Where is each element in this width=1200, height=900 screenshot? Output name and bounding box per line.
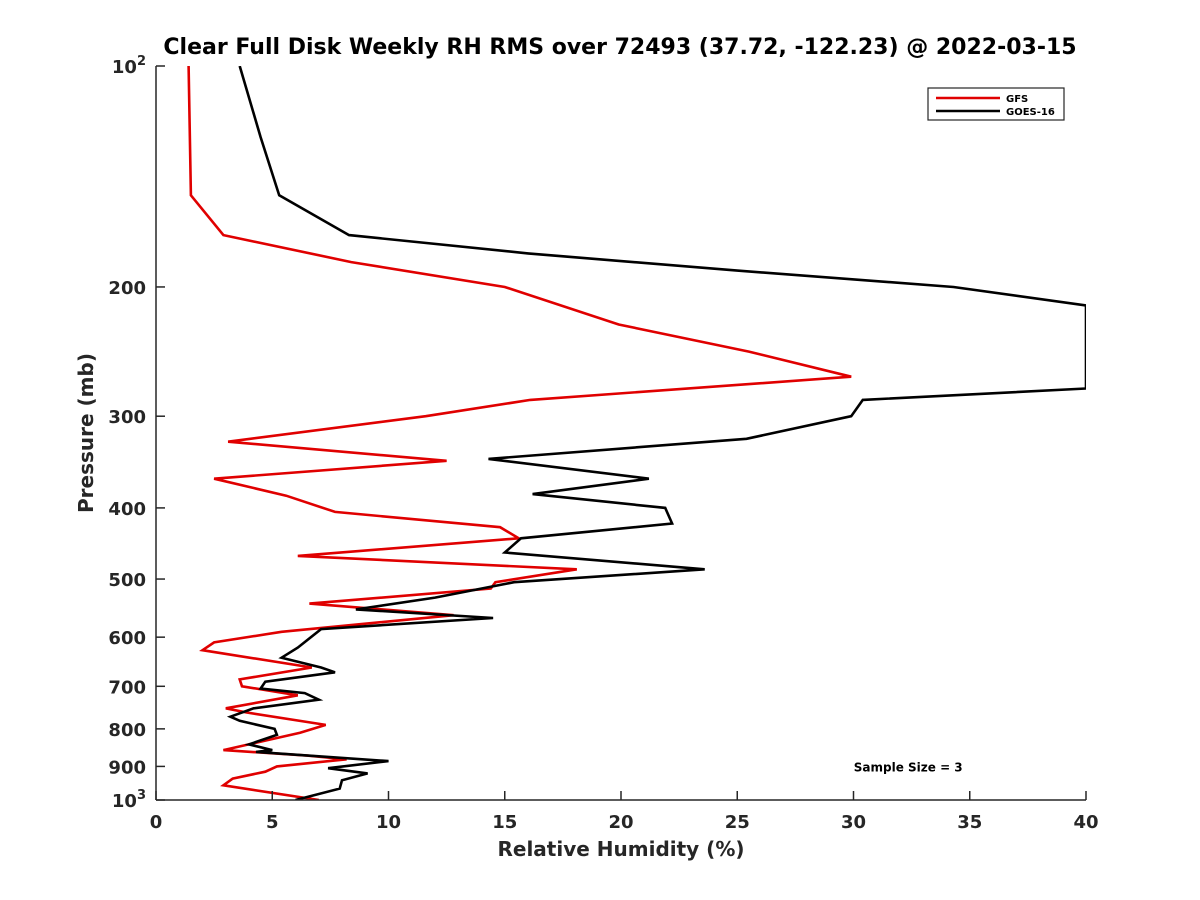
y-tick-label: 200 [108,278,146,299]
x-tick-label: 15 [492,812,517,833]
y-tick-label: 300 [108,407,146,428]
legend[interactable]: GFS GOES-16 [927,87,1065,121]
x-tick-label: 30 [841,812,866,833]
x-tick-label: 25 [725,812,750,833]
x-axis-ticks: 0 5 10 15 20 25 30 35 40 [150,791,1099,833]
x-axis-title: Relative Humidity (%) [497,837,744,861]
legend-box [927,87,1065,121]
y-axis-ticks: 102 200 300 400 500 600 700 800 900 103 [108,54,165,812]
y-tick-label: 500 [108,570,146,591]
x-tick-label: 5 [266,812,279,833]
x-tick-label: 10 [376,812,401,833]
y-axis-title: Pressure (mb) [74,353,98,513]
x-tick-label: 40 [1073,812,1098,833]
plot-area [156,66,1086,800]
y-tick-label: 103 [112,788,146,812]
y-tick-label: 700 [108,677,146,698]
series-line-gfs [187,66,852,800]
y-tick-label: 800 [108,720,146,741]
y-tick-label: 600 [108,628,146,649]
x-tick-label: 0 [150,812,163,833]
legend-label: GFS [1006,94,1028,105]
sample-size-annotation: Sample Size = 3 [854,760,963,774]
annotations: Sample Size = 3 [854,760,963,774]
series-layer [187,66,1086,800]
series-line-goes-16 [226,66,1086,800]
x-tick-label: 35 [957,812,982,833]
y-tick-label: 102 [112,54,146,78]
chart-title: Clear Full Disk Weekly RH RMS over 72493… [163,35,1076,60]
y-tick-label: 900 [108,757,146,778]
legend-label: GOES-16 [1006,107,1055,118]
x-tick-label: 20 [608,812,633,833]
y-tick-label: 400 [108,499,146,520]
